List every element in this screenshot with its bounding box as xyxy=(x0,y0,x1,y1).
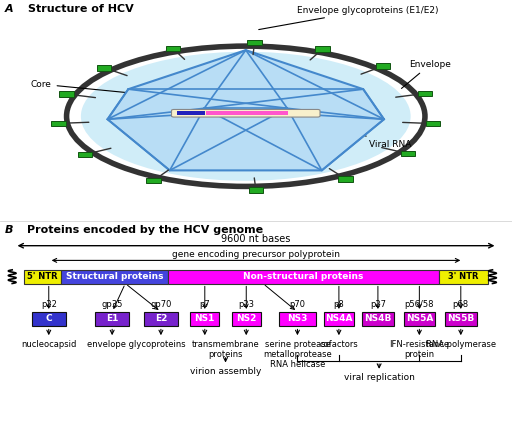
Text: 9600 nt bases: 9600 nt bases xyxy=(221,235,291,244)
FancyBboxPatch shape xyxy=(403,312,435,325)
Text: E2: E2 xyxy=(155,314,167,323)
Circle shape xyxy=(81,52,411,181)
Text: Envelope glycoproteins (E1/E2): Envelope glycoproteins (E1/E2) xyxy=(259,6,438,30)
Bar xyxy=(338,176,353,182)
Text: C: C xyxy=(46,314,52,323)
Bar xyxy=(418,91,432,96)
Bar xyxy=(51,120,66,126)
Text: cofactors: cofactors xyxy=(319,340,358,348)
Bar xyxy=(247,40,262,45)
Text: RNA polymerase: RNA polymerase xyxy=(426,340,496,348)
Text: E1: E1 xyxy=(106,314,118,323)
Text: p70: p70 xyxy=(289,300,306,309)
FancyBboxPatch shape xyxy=(32,312,66,325)
Text: gp35: gp35 xyxy=(101,300,123,309)
Text: NS1: NS1 xyxy=(195,314,215,323)
Text: p27: p27 xyxy=(370,300,386,309)
FancyBboxPatch shape xyxy=(324,312,353,325)
Bar xyxy=(439,270,487,284)
Text: virion assembly: virion assembly xyxy=(190,367,261,376)
Text: Envelope: Envelope xyxy=(401,60,452,89)
Text: Structure of HCV: Structure of HCV xyxy=(28,4,134,14)
Circle shape xyxy=(67,46,425,187)
Bar xyxy=(177,111,205,115)
Text: nucleocapsid: nucleocapsid xyxy=(21,340,76,348)
Text: NS5B: NS5B xyxy=(447,314,475,323)
Text: NS4A: NS4A xyxy=(325,314,353,323)
Bar xyxy=(25,270,61,284)
Text: NS3: NS3 xyxy=(287,314,308,323)
Bar xyxy=(315,46,330,52)
Text: A: A xyxy=(5,4,14,14)
Bar xyxy=(59,91,74,97)
Text: p23: p23 xyxy=(238,300,254,309)
Bar xyxy=(61,270,168,284)
Text: Core: Core xyxy=(31,80,161,96)
FancyBboxPatch shape xyxy=(144,312,178,325)
Polygon shape xyxy=(108,50,384,170)
FancyBboxPatch shape xyxy=(231,312,261,325)
FancyBboxPatch shape xyxy=(362,312,394,325)
Text: Proteins encoded by the HCV genome: Proteins encoded by the HCV genome xyxy=(27,225,263,235)
Bar xyxy=(165,45,180,51)
Bar xyxy=(249,187,263,193)
Text: NS2: NS2 xyxy=(236,314,257,323)
Bar xyxy=(206,111,288,115)
FancyBboxPatch shape xyxy=(190,312,220,325)
Text: IFN-resistance
protein: IFN-resistance protein xyxy=(389,340,450,359)
Text: 3' NTR: 3' NTR xyxy=(448,272,479,281)
Text: p22: p22 xyxy=(41,300,57,309)
Bar xyxy=(78,152,92,157)
Text: gp70: gp70 xyxy=(150,300,172,309)
FancyBboxPatch shape xyxy=(172,109,320,117)
Text: serine protease
metalloprotease
RNA helicase: serine protease metalloprotease RNA heli… xyxy=(263,340,332,370)
Text: Viral RNA: Viral RNA xyxy=(320,120,411,149)
FancyBboxPatch shape xyxy=(95,312,129,325)
Bar xyxy=(146,178,161,183)
Text: Non-structural proteins: Non-structural proteins xyxy=(243,272,364,281)
Text: transmembrane
proteins: transmembrane proteins xyxy=(191,340,260,359)
Text: p8: p8 xyxy=(333,300,344,309)
Bar xyxy=(401,151,415,157)
Text: p56/58: p56/58 xyxy=(404,300,434,309)
FancyBboxPatch shape xyxy=(279,312,316,325)
Text: NS4B: NS4B xyxy=(364,314,392,323)
Text: p68: p68 xyxy=(453,300,469,309)
Bar xyxy=(376,63,391,69)
Text: 5' NTR: 5' NTR xyxy=(27,272,58,281)
Text: p7: p7 xyxy=(200,300,210,309)
Text: viral replication: viral replication xyxy=(344,373,415,382)
Text: B: B xyxy=(5,225,13,235)
Text: Structural proteins: Structural proteins xyxy=(66,272,163,281)
Text: envelope glycoproteins: envelope glycoproteins xyxy=(87,340,186,348)
Bar xyxy=(97,65,111,71)
Text: gene encoding precursor polyprotein: gene encoding precursor polyprotein xyxy=(172,250,340,258)
Bar xyxy=(168,270,439,284)
Text: NS5A: NS5A xyxy=(406,314,433,323)
FancyBboxPatch shape xyxy=(445,312,477,325)
Bar xyxy=(426,121,440,127)
